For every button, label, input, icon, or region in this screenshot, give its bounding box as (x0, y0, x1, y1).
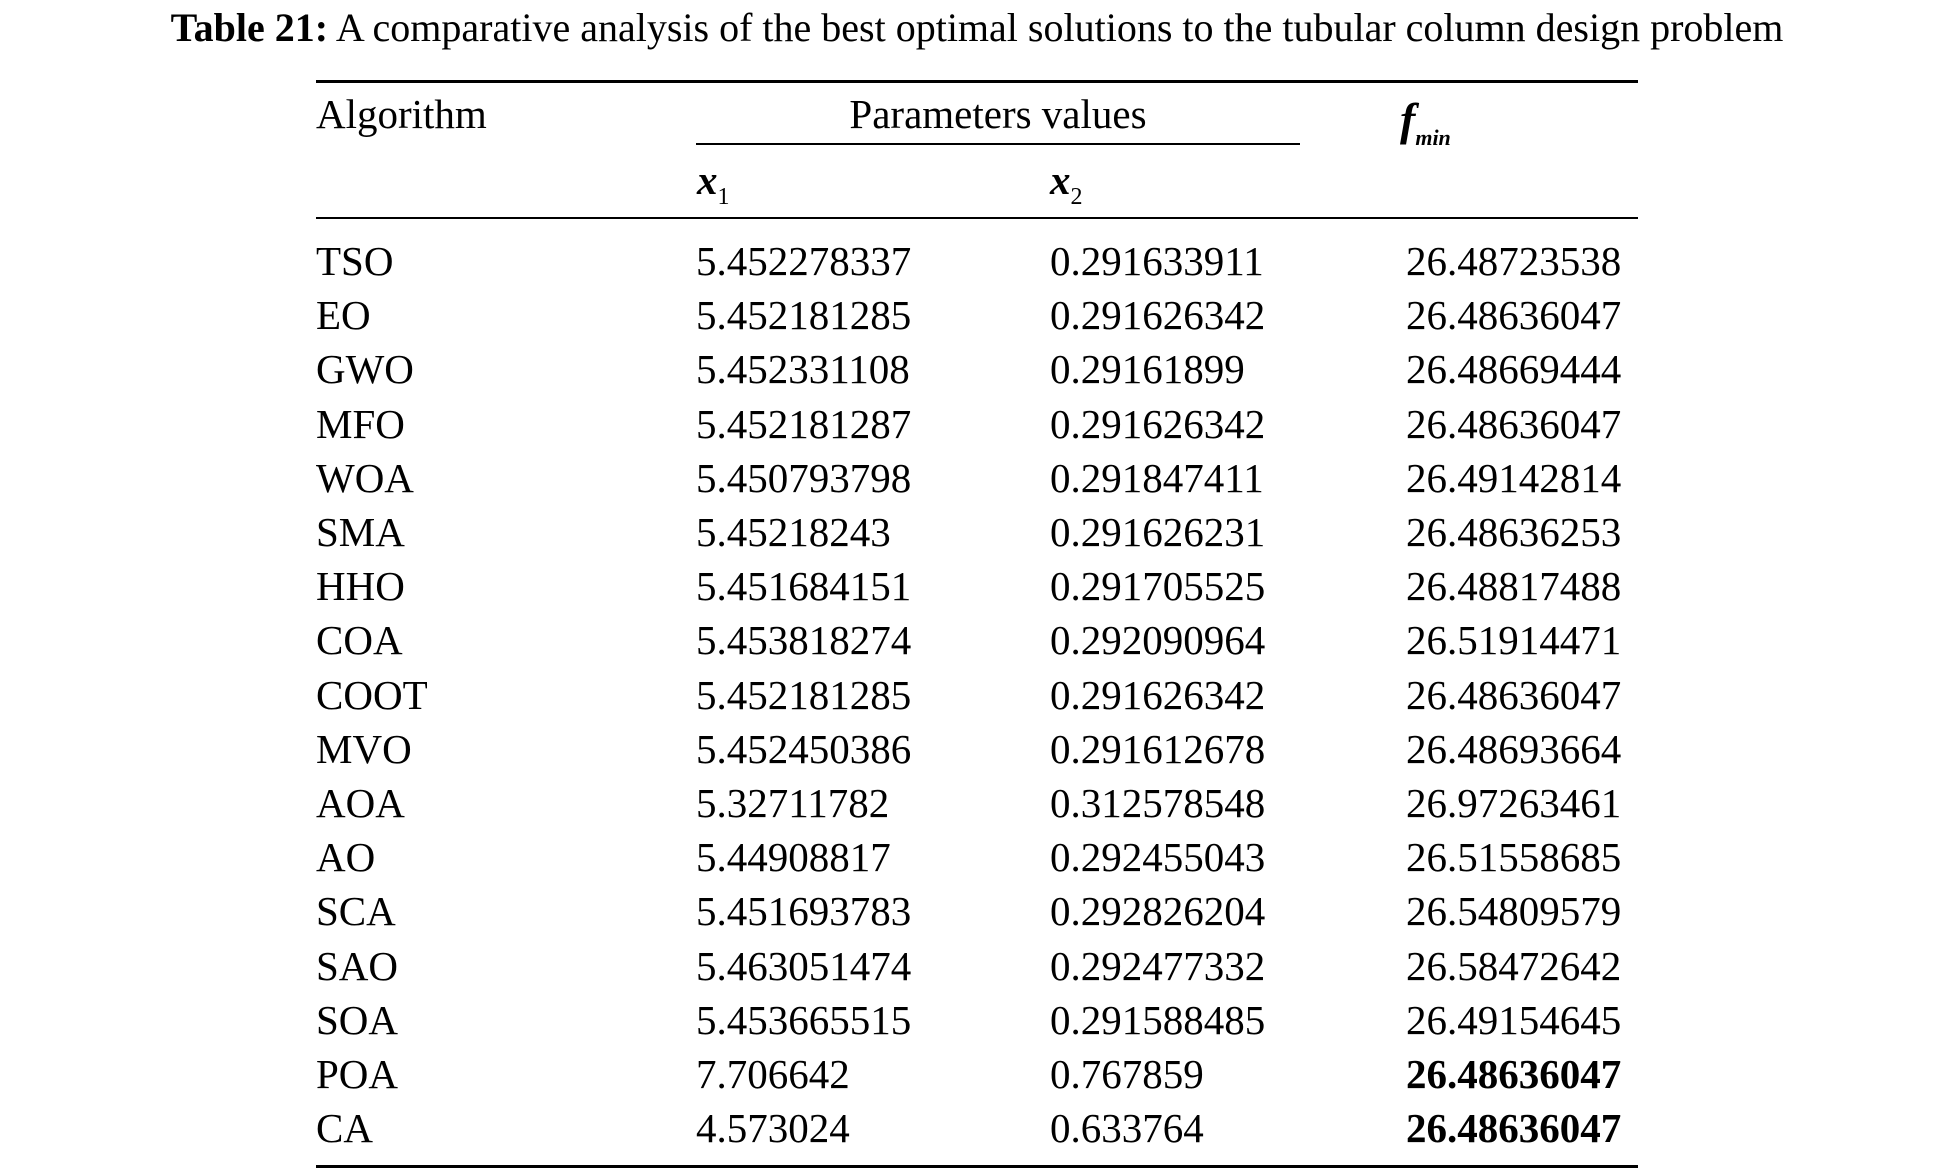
cell-x2: 0.633764 (1050, 1105, 1204, 1151)
cell-x2: 0.291588485 (1050, 997, 1266, 1043)
cell-x2: 0.292455043 (1050, 834, 1266, 880)
cell-x2: 0.292826204 (1050, 888, 1266, 934)
cell-x2: 0.291633911 (1050, 238, 1264, 284)
cell-algorithm: AOA (316, 780, 405, 826)
cell-algorithm: CA (316, 1105, 373, 1151)
cell-x1: 5.463051474 (696, 943, 912, 989)
cell-fmin: 26.58472642 (1406, 943, 1622, 989)
cell-algorithm: AO (316, 834, 376, 880)
header-x1: x1 (697, 157, 730, 210)
table-top-rule (316, 80, 1638, 83)
cell-x1: 5.452181285 (696, 292, 912, 338)
cell-fmin: 26.48636047 (1406, 1105, 1622, 1151)
cell-x2: 0.292477332 (1050, 943, 1266, 989)
cell-x2: 0.292090964 (1050, 617, 1266, 663)
cell-fmin: 26.48693664 (1406, 726, 1622, 772)
cell-x1: 7.706642 (696, 1051, 850, 1097)
cell-algorithm: MVO (316, 726, 412, 772)
cell-fmin: 26.48636047 (1406, 672, 1622, 718)
cell-x1: 5.452450386 (696, 726, 912, 772)
cell-x1: 4.573024 (696, 1105, 850, 1151)
cell-fmin: 26.54809579 (1406, 888, 1622, 934)
table-caption-text: A comparative analysis of the best optim… (328, 5, 1784, 50)
header-x2: x2 (1050, 157, 1083, 210)
header-algorithm: Algorithm (316, 91, 487, 137)
cell-algorithm: GWO (316, 346, 414, 392)
cell-x1: 5.44908817 (696, 834, 891, 880)
cell-x1: 5.452181285 (696, 672, 912, 718)
params-group-rule (696, 143, 1300, 145)
cell-x1: 5.451684151 (696, 563, 912, 609)
header-bottom-rule (316, 217, 1638, 219)
cell-fmin: 26.97263461 (1406, 780, 1622, 826)
cell-algorithm: EO (316, 292, 371, 338)
cell-x2: 0.291626231 (1050, 509, 1266, 555)
cell-x1: 5.452278337 (696, 238, 912, 284)
header-fmin: fmin (1400, 94, 1451, 151)
cell-x2: 0.767859 (1050, 1051, 1204, 1097)
cell-fmin: 26.48636253 (1406, 509, 1622, 555)
table-caption-label: Table 21: (170, 5, 329, 50)
cell-x1: 5.45218243 (696, 509, 891, 555)
cell-x2: 0.291705525 (1050, 563, 1266, 609)
cell-fmin: 26.48669444 (1406, 346, 1622, 392)
cell-algorithm: MFO (316, 401, 405, 447)
cell-algorithm: COOT (316, 672, 428, 718)
cell-algorithm: WOA (316, 455, 414, 501)
cell-x2: 0.291626342 (1050, 292, 1266, 338)
cell-algorithm: SAO (316, 943, 399, 989)
cell-fmin: 26.48636047 (1406, 292, 1622, 338)
header-parameters-values: Parameters values (849, 91, 1147, 137)
cell-x1: 5.452331108 (696, 346, 910, 392)
cell-x2: 0.291626342 (1050, 672, 1266, 718)
cell-fmin: 26.49154645 (1406, 997, 1622, 1043)
cell-x1: 5.453665515 (696, 997, 912, 1043)
cell-x2: 0.291847411 (1050, 455, 1264, 501)
cell-fmin: 26.48723538 (1406, 238, 1622, 284)
cell-x1: 5.32711782 (696, 780, 890, 826)
cell-x2: 0.312578548 (1050, 780, 1266, 826)
cell-algorithm: SCA (316, 888, 396, 934)
cell-fmin: 26.48636047 (1406, 401, 1622, 447)
table-bottom-rule (316, 1165, 1638, 1168)
cell-fmin: 26.51914471 (1406, 617, 1622, 663)
cell-algorithm: SMA (316, 509, 405, 555)
cell-x1: 5.450793798 (696, 455, 912, 501)
cell-x2: 0.291612678 (1050, 726, 1266, 772)
cell-x2: 0.29161899 (1050, 346, 1245, 392)
cell-fmin: 26.48636047 (1406, 1051, 1622, 1097)
cell-x1: 5.453818274 (696, 617, 912, 663)
cell-fmin: 26.48817488 (1406, 563, 1622, 609)
cell-fmin: 26.51558685 (1406, 834, 1622, 880)
cell-algorithm: POA (316, 1051, 399, 1097)
cell-x1: 5.451693783 (696, 888, 912, 934)
cell-algorithm: SOA (316, 997, 399, 1043)
cell-algorithm: TSO (316, 238, 394, 284)
cell-algorithm: HHO (316, 563, 405, 609)
table-caption: Table 21: A comparative analysis of the … (0, 4, 1954, 52)
cell-fmin: 26.49142814 (1406, 455, 1622, 501)
cell-x1: 5.452181287 (696, 401, 912, 447)
cell-x2: 0.291626342 (1050, 401, 1266, 447)
cell-algorithm: COA (316, 617, 403, 663)
